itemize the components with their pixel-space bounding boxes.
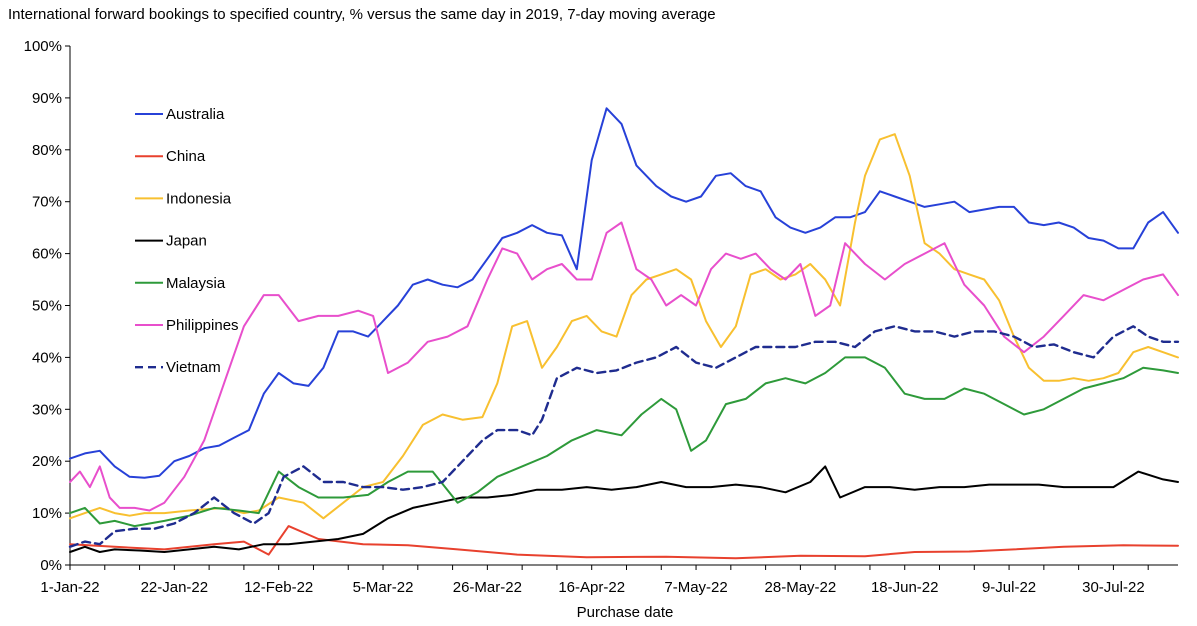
x-tick-label: 18-Jun-22 xyxy=(871,579,939,596)
x-tick-label: 5-Mar-22 xyxy=(353,579,414,596)
series-line-indonesia xyxy=(69,133,1179,520)
series-line-malaysia xyxy=(69,356,1179,528)
x-tick-label: 12-Feb-22 xyxy=(244,579,313,596)
legend-label-malaysia: Malaysia xyxy=(166,275,226,292)
y-tick-label: 50% xyxy=(32,298,62,315)
x-tick-label: 30-Jul-22 xyxy=(1082,579,1145,596)
axes: 0% 10% 20% 30% 40% 50% 60% 70% 80% 90% 100% 1-Jan-2… xyxy=(24,38,1178,596)
x-axis-label: Purchase date xyxy=(577,604,674,621)
x-tick-label: 22-Jan-22 xyxy=(141,579,209,596)
y-tick-label: 20% xyxy=(32,453,62,470)
y-tick-label: 40% xyxy=(32,349,62,366)
legend-label-indonesia: Indonesia xyxy=(166,190,232,207)
x-tick-label: 26-Mar-22 xyxy=(453,579,522,596)
x-tick-label: 16-Apr-22 xyxy=(558,579,625,596)
y-tick-label: 10% xyxy=(32,505,62,522)
y-tick-label: 90% xyxy=(32,90,62,107)
x-tick-label: 9-Jul-22 xyxy=(982,579,1036,596)
series-line-japan xyxy=(69,465,1179,553)
legend-label-china: China xyxy=(166,148,206,165)
series-line-australia xyxy=(69,107,1179,479)
series-line-china xyxy=(69,525,1179,560)
y-tick-label: 60% xyxy=(32,246,62,263)
legend-label-vietnam: Vietnam xyxy=(166,359,221,376)
y-tick-label: 70% xyxy=(32,194,62,211)
legend-label-japan: Japan xyxy=(166,233,207,250)
x-tick-label: 28-May-22 xyxy=(765,579,837,596)
legend-label-australia: Australia xyxy=(166,106,225,123)
x-tick-label: 1-Jan-22 xyxy=(40,579,99,596)
series-line-philippines xyxy=(69,221,1179,512)
legend-label-philippines: Philippines xyxy=(166,317,239,334)
legend: Australia China Indonesia Japan Malaysia Phil… xyxy=(135,106,239,376)
y-tick-label: 80% xyxy=(32,142,62,159)
chart-title: International forward bookings to specif… xyxy=(8,6,716,23)
x-tick-label: 7-May-22 xyxy=(664,579,727,596)
series-lines xyxy=(68,107,1180,560)
series-line-vietnam xyxy=(68,325,1180,548)
y-tick-label: 0% xyxy=(40,557,62,574)
y-tick-label: 30% xyxy=(32,401,62,418)
y-tick-label: 100% xyxy=(24,38,62,55)
